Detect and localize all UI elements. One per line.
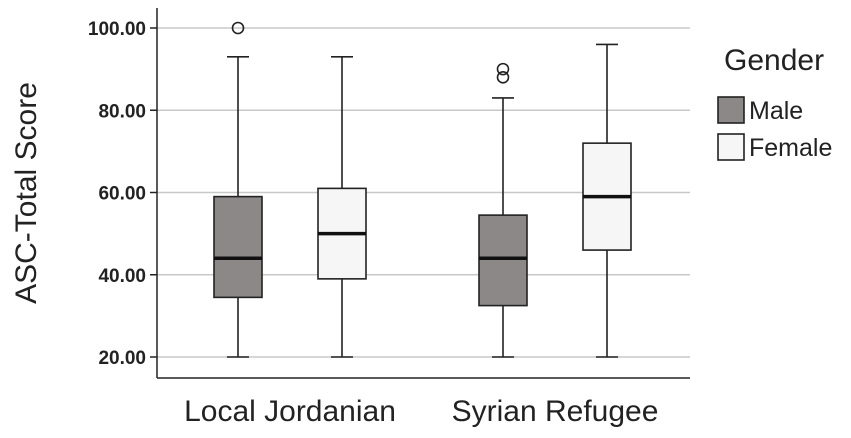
x-category-label: Local Jordanian: [184, 395, 396, 428]
box-female-1: [582, 43, 632, 358]
outlier-point: [496, 62, 510, 76]
plot-area: [213, 21, 632, 358]
outlier-point: [496, 71, 510, 84]
iqr-box: [478, 214, 528, 307]
x-category-labels: Local Jordanian Syrian Refugee: [184, 395, 658, 428]
legend-label-male: Male: [749, 97, 803, 125]
y-axis-title: ASC-Total Score: [10, 82, 43, 304]
y-tick-label: 80.00: [98, 101, 146, 122]
iqr-box: [213, 195, 263, 299]
y-tick-label: 20.00: [98, 348, 146, 369]
box-female-0: [317, 55, 367, 358]
y-tick-label: 100.00: [88, 19, 146, 40]
legend-swatch-male: [717, 96, 745, 124]
legend-swatch-female: [717, 133, 745, 161]
x-category-label: Syrian Refugee: [452, 395, 659, 428]
y-tick-label: 40.00: [98, 266, 146, 287]
legend-title: Gender: [724, 44, 824, 77]
y-tick-label: 60.00: [98, 184, 146, 205]
box-male-0: [213, 21, 263, 358]
legend-label-female: Female: [749, 134, 832, 162]
y-tick-labels: 20.00 40.00 60.00 80.00 100.00: [88, 19, 157, 369]
box-male-1: [478, 62, 528, 358]
legend: Gender Male Female: [717, 44, 832, 162]
outlier-point: [231, 21, 245, 35]
